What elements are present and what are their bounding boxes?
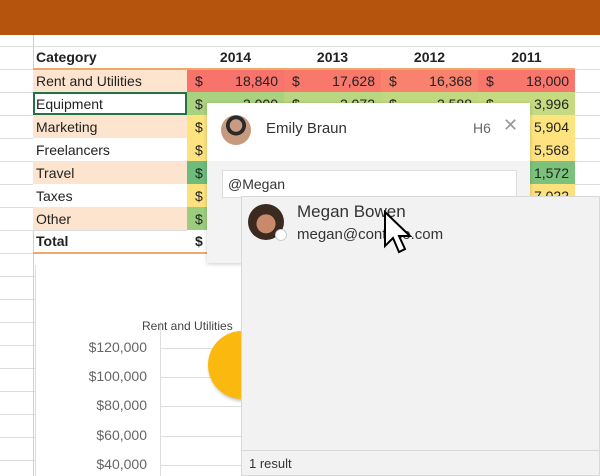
- mention-email: megan@contoso.com: [297, 226, 444, 243]
- y-tick-label: $120,000: [88, 339, 147, 355]
- gridline: [161, 465, 281, 466]
- gridline: [161, 406, 281, 407]
- y-tick-label: $60,000: [96, 427, 147, 443]
- mouse-cursor-icon: [384, 210, 413, 254]
- currency-cell[interactable]: $: [381, 69, 401, 92]
- value-cell[interactable]: 16,368: [401, 69, 478, 92]
- mention-name: Megan Bowen: [297, 202, 406, 221]
- category-cell[interactable]: Total: [33, 230, 187, 254]
- currency-cell[interactable]: $: [187, 115, 207, 138]
- header-year[interactable]: 2013: [284, 46, 381, 70]
- currency-cell[interactable]: $: [478, 69, 498, 92]
- column-divider: [33, 35, 34, 476]
- avatar: [221, 115, 251, 145]
- header-year[interactable]: 2011: [478, 46, 575, 70]
- y-tick-label: $100,000: [88, 368, 147, 384]
- currency-cell[interactable]: $: [187, 138, 207, 161]
- currency-cell[interactable]: $: [187, 92, 207, 115]
- comment-input[interactable]: @Megan: [222, 170, 517, 198]
- category-cell[interactable]: Other: [33, 207, 187, 230]
- category-cell[interactable]: Marketing: [33, 115, 187, 138]
- currency-cell[interactable]: $: [187, 184, 207, 207]
- category-cell[interactable]: Taxes: [33, 184, 187, 207]
- header-year[interactable]: 2014: [187, 46, 284, 70]
- close-icon[interactable]: ✕: [503, 115, 519, 135]
- mention-item[interactable]: Megan Bowen megan@contoso.com: [242, 197, 599, 247]
- currency-cell[interactable]: $: [187, 69, 207, 92]
- ribbon-bar: [0, 0, 600, 35]
- cell-reference: H6: [473, 120, 491, 136]
- value-cell[interactable]: 18,000: [498, 69, 575, 92]
- presence-icon: [275, 229, 287, 241]
- category-cell[interactable]: Travel: [33, 161, 187, 184]
- mention-dropdown: Megan Bowen megan@contoso.com 1 result: [241, 196, 600, 476]
- category-cell[interactable]: Rent and Utilities: [33, 69, 187, 92]
- y-tick-label: $80,000: [96, 397, 147, 413]
- category-cell[interactable]: Equipment: [33, 92, 187, 115]
- y-tick-label: $40,000: [96, 456, 147, 472]
- category-cell[interactable]: Freelancers: [33, 138, 187, 161]
- currency-cell[interactable]: $: [187, 161, 207, 184]
- currency-cell[interactable]: $: [187, 230, 207, 254]
- header-category[interactable]: Category: [33, 46, 187, 70]
- y-axis: [160, 322, 161, 476]
- comment-header: Emily Braun H6 ✕: [207, 103, 530, 161]
- table-row: Rent and Utilities $18,840 $17,628 $16,368 $…: [33, 69, 575, 92]
- bubble-chart[interactable]: Rent and Utilities $120,000 $100,000 $80…: [35, 265, 281, 476]
- currency-cell[interactable]: $: [187, 207, 207, 230]
- series-label: Rent and Utilities: [142, 319, 233, 333]
- value-cell[interactable]: 18,840: [207, 69, 284, 92]
- results-count: 1 result: [242, 450, 599, 475]
- header-row: Category 2014 2013 2012 2011: [33, 46, 575, 70]
- gridline: [161, 436, 281, 437]
- comment-author: Emily Braun: [266, 120, 347, 137]
- value-cell[interactable]: 17,628: [304, 69, 381, 92]
- currency-cell[interactable]: $: [284, 69, 304, 92]
- header-year[interactable]: 2012: [381, 46, 478, 70]
